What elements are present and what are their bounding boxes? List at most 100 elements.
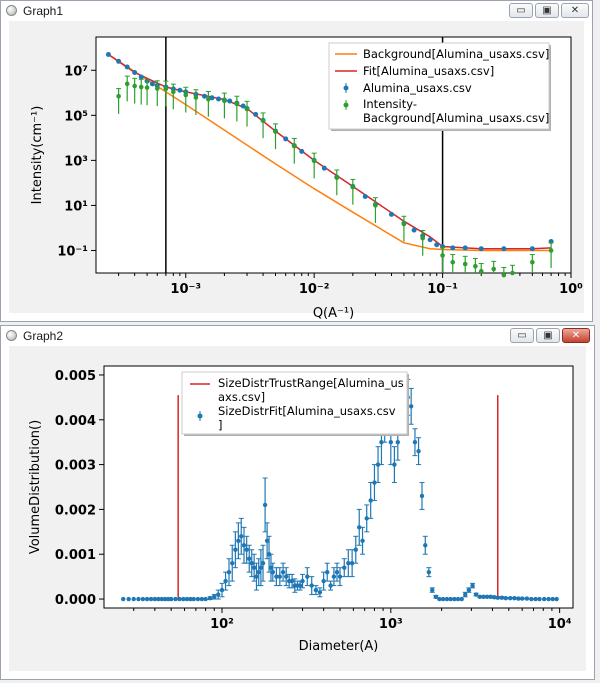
- data-point: [154, 86, 160, 91]
- data-point: [321, 165, 327, 171]
- data-point: [388, 439, 394, 445]
- data-point: [202, 93, 208, 99]
- data-point: [168, 596, 174, 602]
- graph1-title: Graph1: [23, 4, 64, 18]
- graph2-title: Graph2: [23, 329, 64, 343]
- restore-button[interactable]: ▣: [536, 328, 560, 343]
- data-point: [209, 95, 215, 101]
- data-point: [450, 259, 456, 265]
- data-point: [254, 574, 259, 579]
- data-point: [368, 498, 373, 503]
- data-point: [512, 595, 517, 601]
- data-point: [181, 596, 186, 602]
- data-point: [548, 248, 554, 253]
- close-button[interactable]: ✕: [561, 3, 589, 18]
- graph2-titlebar[interactable]: Graph2 ▭ ▣ ✕: [1, 326, 594, 346]
- y-tick-label: 0.004: [55, 414, 96, 429]
- legend-box: [328, 42, 550, 130]
- data-point: [459, 596, 464, 602]
- data-point: [516, 596, 521, 601]
- data-point: [124, 64, 130, 70]
- minimize-button[interactable]: ▭: [509, 3, 533, 18]
- close-button[interactable]: ✕: [562, 328, 590, 343]
- data-point: [144, 596, 150, 602]
- x-axis-label: Diameter(A): [299, 639, 379, 654]
- data-point: [116, 58, 122, 64]
- data-point: [253, 111, 259, 117]
- data-point: [529, 246, 535, 252]
- data-point: [156, 596, 161, 602]
- data-point: [473, 263, 478, 269]
- app-icon[interactable]: [6, 5, 17, 16]
- legend-label: Background[Alumina_usaxs.csv]: [363, 111, 549, 125]
- data-point: [408, 404, 414, 409]
- data-point: [524, 596, 530, 601]
- data-point: [349, 560, 355, 566]
- data-point: [222, 98, 227, 104]
- data-point: [207, 595, 213, 601]
- data-point: [346, 560, 351, 566]
- data-point: [234, 101, 240, 107]
- data-point: [481, 594, 486, 599]
- data-point: [247, 556, 252, 561]
- data-point: [291, 143, 297, 149]
- data-point: [138, 84, 144, 90]
- data-point: [219, 587, 225, 593]
- data-point: [430, 587, 435, 593]
- x-tick-label: 10⁴: [548, 617, 572, 632]
- data-point: [274, 574, 279, 579]
- x-tick-label: 10⁻³: [170, 282, 201, 297]
- data-point: [148, 596, 154, 602]
- data-point: [537, 596, 542, 602]
- data-point: [270, 569, 276, 575]
- data-point: [478, 246, 484, 252]
- legend-label: Background[Alumina_usaxs.csv]: [363, 47, 549, 61]
- data-point: [305, 574, 310, 579]
- data-point: [177, 596, 182, 602]
- x-tick-label: 10⁻²: [299, 282, 330, 297]
- app-icon[interactable]: [6, 330, 17, 341]
- data-point: [433, 594, 439, 599]
- legend-label: Alumina_usaxs.csv: [363, 81, 472, 95]
- legend-label: SizeDistrTrustRange[Alumina_us: [218, 376, 404, 390]
- data-point: [300, 578, 305, 584]
- y-tick-label: 10⁵: [64, 109, 88, 124]
- minimize-button[interactable]: ▭: [510, 328, 534, 343]
- data-point: [334, 175, 340, 181]
- legend-label: SizeDistrFit[Alumina_usaxs.csv: [218, 404, 396, 418]
- data-point: [249, 560, 254, 566]
- data-point: [140, 596, 146, 602]
- legend-label: Fit[Alumina_usaxs.csv]: [363, 64, 494, 78]
- graph1-titlebar[interactable]: Graph1 ▭ ▣ ✕: [1, 1, 592, 21]
- legend-swatch: [343, 85, 349, 91]
- data-point: [216, 592, 221, 597]
- data-point: [412, 439, 418, 445]
- restore-button[interactable]: ▣: [535, 3, 559, 18]
- data-point: [116, 93, 121, 99]
- data-point: [491, 266, 496, 272]
- y-tick-label: 10⁻¹: [57, 244, 88, 259]
- data-point: [419, 493, 425, 499]
- data-point: [121, 596, 126, 602]
- data-point: [260, 118, 266, 123]
- data-point: [444, 596, 450, 602]
- data-point: [299, 148, 305, 154]
- y-tick-label: 0.003: [55, 459, 96, 474]
- data-point: [191, 596, 196, 602]
- data-point: [216, 96, 222, 102]
- data-point: [132, 69, 138, 75]
- data-point: [427, 237, 433, 243]
- chart-1: 10⁻³ 10⁻² 10⁻¹ 10⁰ 10⁻¹ 10¹ 10³ 10⁵ 10⁷ Q(A⁻¹) Int…: [30, 36, 583, 321]
- data-point: [212, 594, 217, 599]
- data-point: [440, 253, 445, 258]
- data-point: [508, 595, 513, 601]
- legend-label: Intensity-: [363, 97, 417, 111]
- data-point: [240, 103, 246, 109]
- data-point: [499, 595, 505, 600]
- y-tick-label: 10³: [64, 154, 88, 169]
- data-point: [519, 596, 525, 601]
- data-point: [260, 560, 266, 566]
- legend-swatch: [343, 102, 349, 108]
- data-point: [230, 560, 235, 566]
- data-point: [353, 547, 358, 552]
